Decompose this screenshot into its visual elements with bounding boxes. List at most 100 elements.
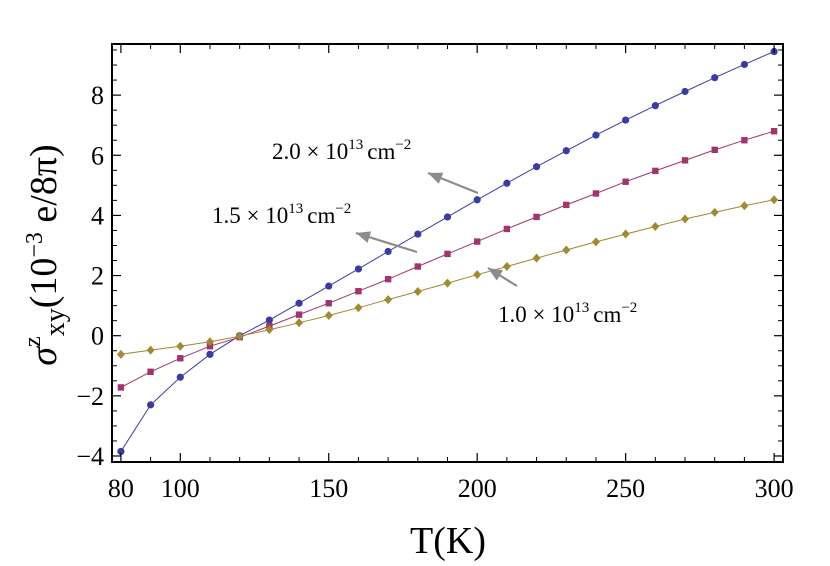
times-sign: × 10 bbox=[301, 139, 348, 164]
data-point bbox=[117, 447, 125, 456]
data-point bbox=[592, 190, 600, 197]
data-point bbox=[206, 350, 214, 358]
data-point bbox=[710, 207, 719, 217]
plot-frame bbox=[111, 43, 784, 463]
data-point bbox=[532, 253, 541, 263]
annotation-1-0: 1.0 × 1013 cm−2 bbox=[498, 300, 637, 327]
data-point bbox=[503, 225, 511, 233]
data-point bbox=[562, 147, 570, 155]
annotation-1-0-exponent: 13 bbox=[574, 300, 589, 316]
annotation-1-0-unit-exponent: −2 bbox=[621, 300, 637, 316]
data-point bbox=[443, 213, 452, 221]
data-point bbox=[205, 337, 214, 347]
series-layer bbox=[116, 47, 779, 456]
annotation-1-0-mantissa: 1.0 bbox=[498, 302, 527, 327]
y-axis-symbol: σ bbox=[23, 346, 65, 366]
data-point bbox=[146, 345, 155, 355]
data-point bbox=[414, 263, 422, 270]
annotation-arrow-1-0 bbox=[487, 267, 518, 287]
arrow-head bbox=[356, 231, 372, 243]
data-point bbox=[770, 128, 778, 135]
data-point bbox=[295, 299, 303, 307]
y-axis-units-tail: e/8π) bbox=[23, 144, 65, 232]
data-point bbox=[116, 349, 125, 359]
data-point bbox=[384, 275, 392, 283]
data-point bbox=[740, 60, 749, 69]
data-point bbox=[591, 237, 600, 247]
x-tick-label: 100 bbox=[161, 474, 200, 503]
annotation-1-5: 1.5 × 1013 cm−2 bbox=[212, 201, 351, 228]
data-point bbox=[176, 373, 184, 381]
data-point bbox=[473, 270, 482, 280]
y-tick-label: 2 bbox=[91, 262, 104, 291]
series-2 bbox=[117, 128, 778, 391]
data-point bbox=[681, 87, 689, 96]
annotation-2-0-unit: cm bbox=[367, 139, 395, 164]
data-point bbox=[354, 303, 363, 313]
times-sign: × 10 bbox=[241, 203, 288, 228]
data-point bbox=[651, 102, 659, 110]
data-point bbox=[622, 178, 629, 185]
data-point bbox=[473, 196, 481, 204]
times-sign: × 10 bbox=[527, 302, 574, 327]
data-point bbox=[652, 167, 659, 175]
data-point bbox=[146, 401, 155, 409]
data-point bbox=[355, 287, 362, 295]
data-point bbox=[651, 222, 660, 232]
y-tick-label: −2 bbox=[76, 382, 104, 411]
data-point bbox=[532, 163, 541, 171]
data-point bbox=[562, 245, 571, 255]
annotation-1-5-exponent: 13 bbox=[288, 201, 303, 217]
data-point bbox=[295, 311, 303, 318]
y-tick-label: −4 bbox=[76, 442, 104, 471]
annotation-1-5-unit: cm bbox=[307, 203, 335, 228]
data-point bbox=[325, 300, 332, 307]
y-axis-units-exponent: −3 bbox=[22, 232, 48, 258]
ticks-layer: 80 100 150 200 250 300 −4 −2 0 2 4 6 8 bbox=[76, 44, 794, 503]
x-tick-label: 150 bbox=[309, 474, 348, 503]
data-point bbox=[295, 318, 304, 328]
y-tick-label: 8 bbox=[91, 81, 104, 110]
data-point bbox=[740, 201, 749, 211]
x-tick-label: 250 bbox=[606, 474, 645, 503]
data-point bbox=[444, 250, 451, 258]
annotation-2-0-mantissa: 2.0 bbox=[272, 139, 301, 164]
y-axis-title: σzxy(10−3 e/8π) bbox=[20, 144, 71, 365]
annotation-2-0-exponent: 13 bbox=[348, 137, 363, 153]
data-point bbox=[502, 262, 511, 272]
arrows-layer bbox=[355, 171, 518, 287]
x-axis-title: T(K) bbox=[410, 520, 486, 562]
annotation-arrow-2-0 bbox=[427, 171, 479, 195]
annotation-2-0: 2.0 × 1013 cm−2 bbox=[272, 137, 411, 164]
data-point bbox=[177, 355, 184, 362]
data-point bbox=[325, 282, 333, 290]
data-point bbox=[443, 278, 452, 288]
data-point bbox=[711, 146, 718, 154]
data-point bbox=[621, 229, 630, 239]
data-point bbox=[622, 116, 630, 124]
data-point bbox=[117, 384, 125, 391]
y-tick-label: 4 bbox=[91, 201, 104, 230]
data-point bbox=[414, 230, 422, 238]
data-point bbox=[681, 214, 690, 224]
data-point bbox=[176, 341, 185, 351]
y-tick-label: 0 bbox=[91, 322, 104, 351]
annotation-arrow-1-5 bbox=[355, 231, 418, 254]
annotation-1-5-mantissa: 1.5 bbox=[212, 203, 241, 228]
arrow-head bbox=[428, 172, 444, 184]
data-point bbox=[711, 74, 719, 82]
data-point bbox=[563, 201, 570, 209]
data-point bbox=[681, 157, 689, 164]
x-tick-label: 300 bbox=[755, 474, 794, 503]
data-point bbox=[503, 179, 511, 187]
data-point bbox=[741, 137, 748, 144]
data-point bbox=[324, 311, 333, 321]
arrow-head bbox=[488, 268, 504, 281]
data-point bbox=[592, 131, 600, 139]
annotation-1-0-unit: cm bbox=[593, 302, 621, 327]
data-point bbox=[770, 195, 779, 205]
x-tick-label: 80 bbox=[108, 474, 134, 503]
data-point bbox=[473, 238, 481, 245]
data-point bbox=[265, 325, 274, 335]
x-tick-label: 200 bbox=[458, 474, 497, 503]
